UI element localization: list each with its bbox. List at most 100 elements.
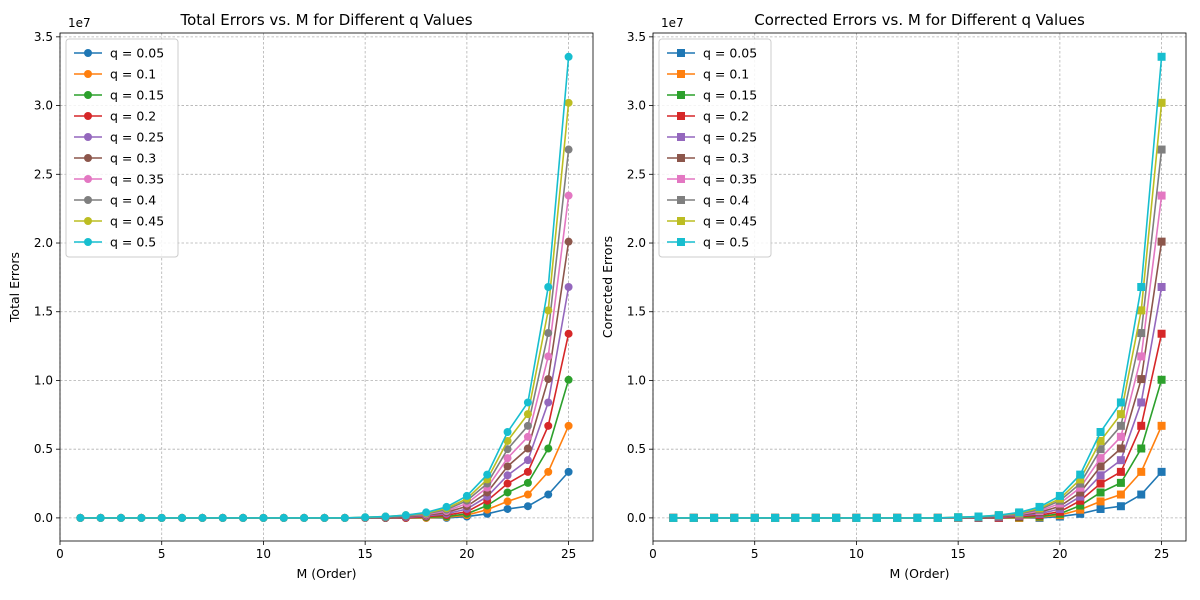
legend-box	[658, 38, 772, 258]
y-tick-label: 2.0	[627, 236, 646, 250]
data-point	[1076, 509, 1085, 518]
data-point	[1137, 467, 1146, 476]
data-point	[1076, 475, 1085, 484]
x-tick-label: 15	[951, 547, 966, 561]
data-point	[564, 375, 573, 384]
data-point	[1015, 508, 1024, 517]
data-point	[422, 508, 431, 517]
legend-marker	[677, 133, 685, 141]
legend-box	[65, 38, 179, 258]
x-tick-label: 10	[849, 547, 864, 561]
chart-panel-2: 0 5 10 15 20 25 0.0 0.5 1.0 1.5 2.0 2.5 3.0 3.5 1e7 Cor…	[600, 11, 1187, 581]
data-point	[503, 454, 512, 463]
data-point	[503, 504, 512, 513]
data-point	[1157, 283, 1166, 291]
data-point	[771, 513, 780, 522]
data-point	[1076, 496, 1085, 505]
data-point	[523, 398, 532, 407]
x-tick-label: 0	[649, 547, 657, 561]
data-point	[1055, 491, 1064, 500]
legend-item: q = 0.2	[667, 109, 749, 124]
data-point	[1116, 502, 1125, 511]
data-point	[1137, 398, 1146, 407]
data-point	[1076, 470, 1085, 479]
legend-label: q = 0.5	[703, 235, 749, 250]
data-point	[361, 513, 370, 522]
data-point	[503, 488, 512, 497]
data-point	[483, 470, 492, 479]
legend-marker	[84, 154, 92, 162]
data-point	[381, 512, 390, 521]
data-point	[157, 513, 166, 522]
data-point	[1116, 421, 1125, 430]
legend-item: q = 0.25	[74, 130, 164, 145]
data-point	[523, 410, 532, 419]
y-tick-label: 2.0	[34, 236, 53, 250]
legend-label: q = 0.25	[110, 130, 164, 145]
x-tick-label: 5	[158, 547, 166, 561]
data-point	[1116, 478, 1125, 487]
data-point	[76, 513, 85, 522]
x-axis-label: M (Order)	[296, 566, 356, 581]
legend-marker	[677, 154, 685, 162]
data-point	[1076, 488, 1085, 497]
y-offset-text: 1e7	[661, 16, 684, 30]
legend-label: q = 0.45	[110, 214, 164, 229]
legend-marker	[677, 238, 685, 246]
data-point	[1157, 375, 1166, 384]
data-point	[1157, 98, 1166, 107]
data-point	[544, 329, 553, 338]
legend-item: q = 0.35	[667, 172, 757, 187]
y-tick-label: 0.5	[627, 442, 646, 456]
data-point	[1076, 479, 1085, 488]
legend-item: q = 0.15	[74, 88, 164, 103]
data-point	[96, 513, 105, 522]
data-point	[340, 513, 349, 522]
legend-item: q = 0.05	[74, 46, 164, 61]
y-offset-text: 1e7	[68, 16, 91, 30]
data-point	[1096, 497, 1105, 506]
data-point	[1137, 444, 1146, 453]
data-point	[523, 421, 532, 430]
data-point	[503, 497, 512, 506]
data-point	[523, 432, 532, 441]
legend-item: q = 0.45	[667, 214, 757, 229]
data-point	[730, 513, 739, 522]
x-axis-label: M (Order)	[889, 566, 949, 581]
chart-panel-1: 0 5 10 15 20 25 0.0 0.5 1.0 1.5 2.0 2.5 3.0 3.5 1e7 Tot…	[7, 11, 594, 581]
data-point	[544, 306, 553, 315]
legend-item: q = 0.5	[667, 235, 749, 250]
data-point	[1157, 237, 1166, 246]
data-point	[1116, 432, 1125, 441]
data-point	[564, 191, 573, 200]
y-tick-label: 2.5	[627, 167, 646, 181]
data-point	[259, 513, 268, 522]
x-tick-label: 15	[358, 547, 373, 561]
axes-frame	[652, 32, 1187, 542]
data-point	[852, 513, 861, 522]
data-point	[544, 467, 553, 476]
data-point	[564, 145, 573, 154]
data-point	[1137, 329, 1146, 338]
legend-label: q = 0.4	[703, 193, 749, 208]
y-tick-label: 1.0	[34, 373, 53, 387]
data-point	[523, 490, 532, 499]
data-point	[832, 513, 841, 522]
y-tick-label: 2.5	[34, 167, 53, 181]
data-point	[1116, 490, 1125, 499]
legend-label: q = 0.15	[110, 88, 164, 103]
legend-label: q = 0.2	[110, 109, 156, 124]
data-point	[544, 375, 553, 384]
data-point	[1116, 410, 1125, 419]
legend-item: q = 0.5	[74, 235, 156, 250]
legend-marker	[677, 196, 685, 204]
legend-marker	[677, 217, 685, 225]
legend-marker	[84, 112, 92, 120]
series-q0.5	[76, 52, 573, 522]
legend-item: q = 0.25	[667, 130, 757, 145]
data-point	[1157, 329, 1166, 338]
y-axis-label: Corrected Errors	[600, 236, 615, 338]
legend-item: q = 0.45	[74, 214, 164, 229]
data-point	[523, 456, 532, 465]
data-point	[994, 511, 1003, 520]
